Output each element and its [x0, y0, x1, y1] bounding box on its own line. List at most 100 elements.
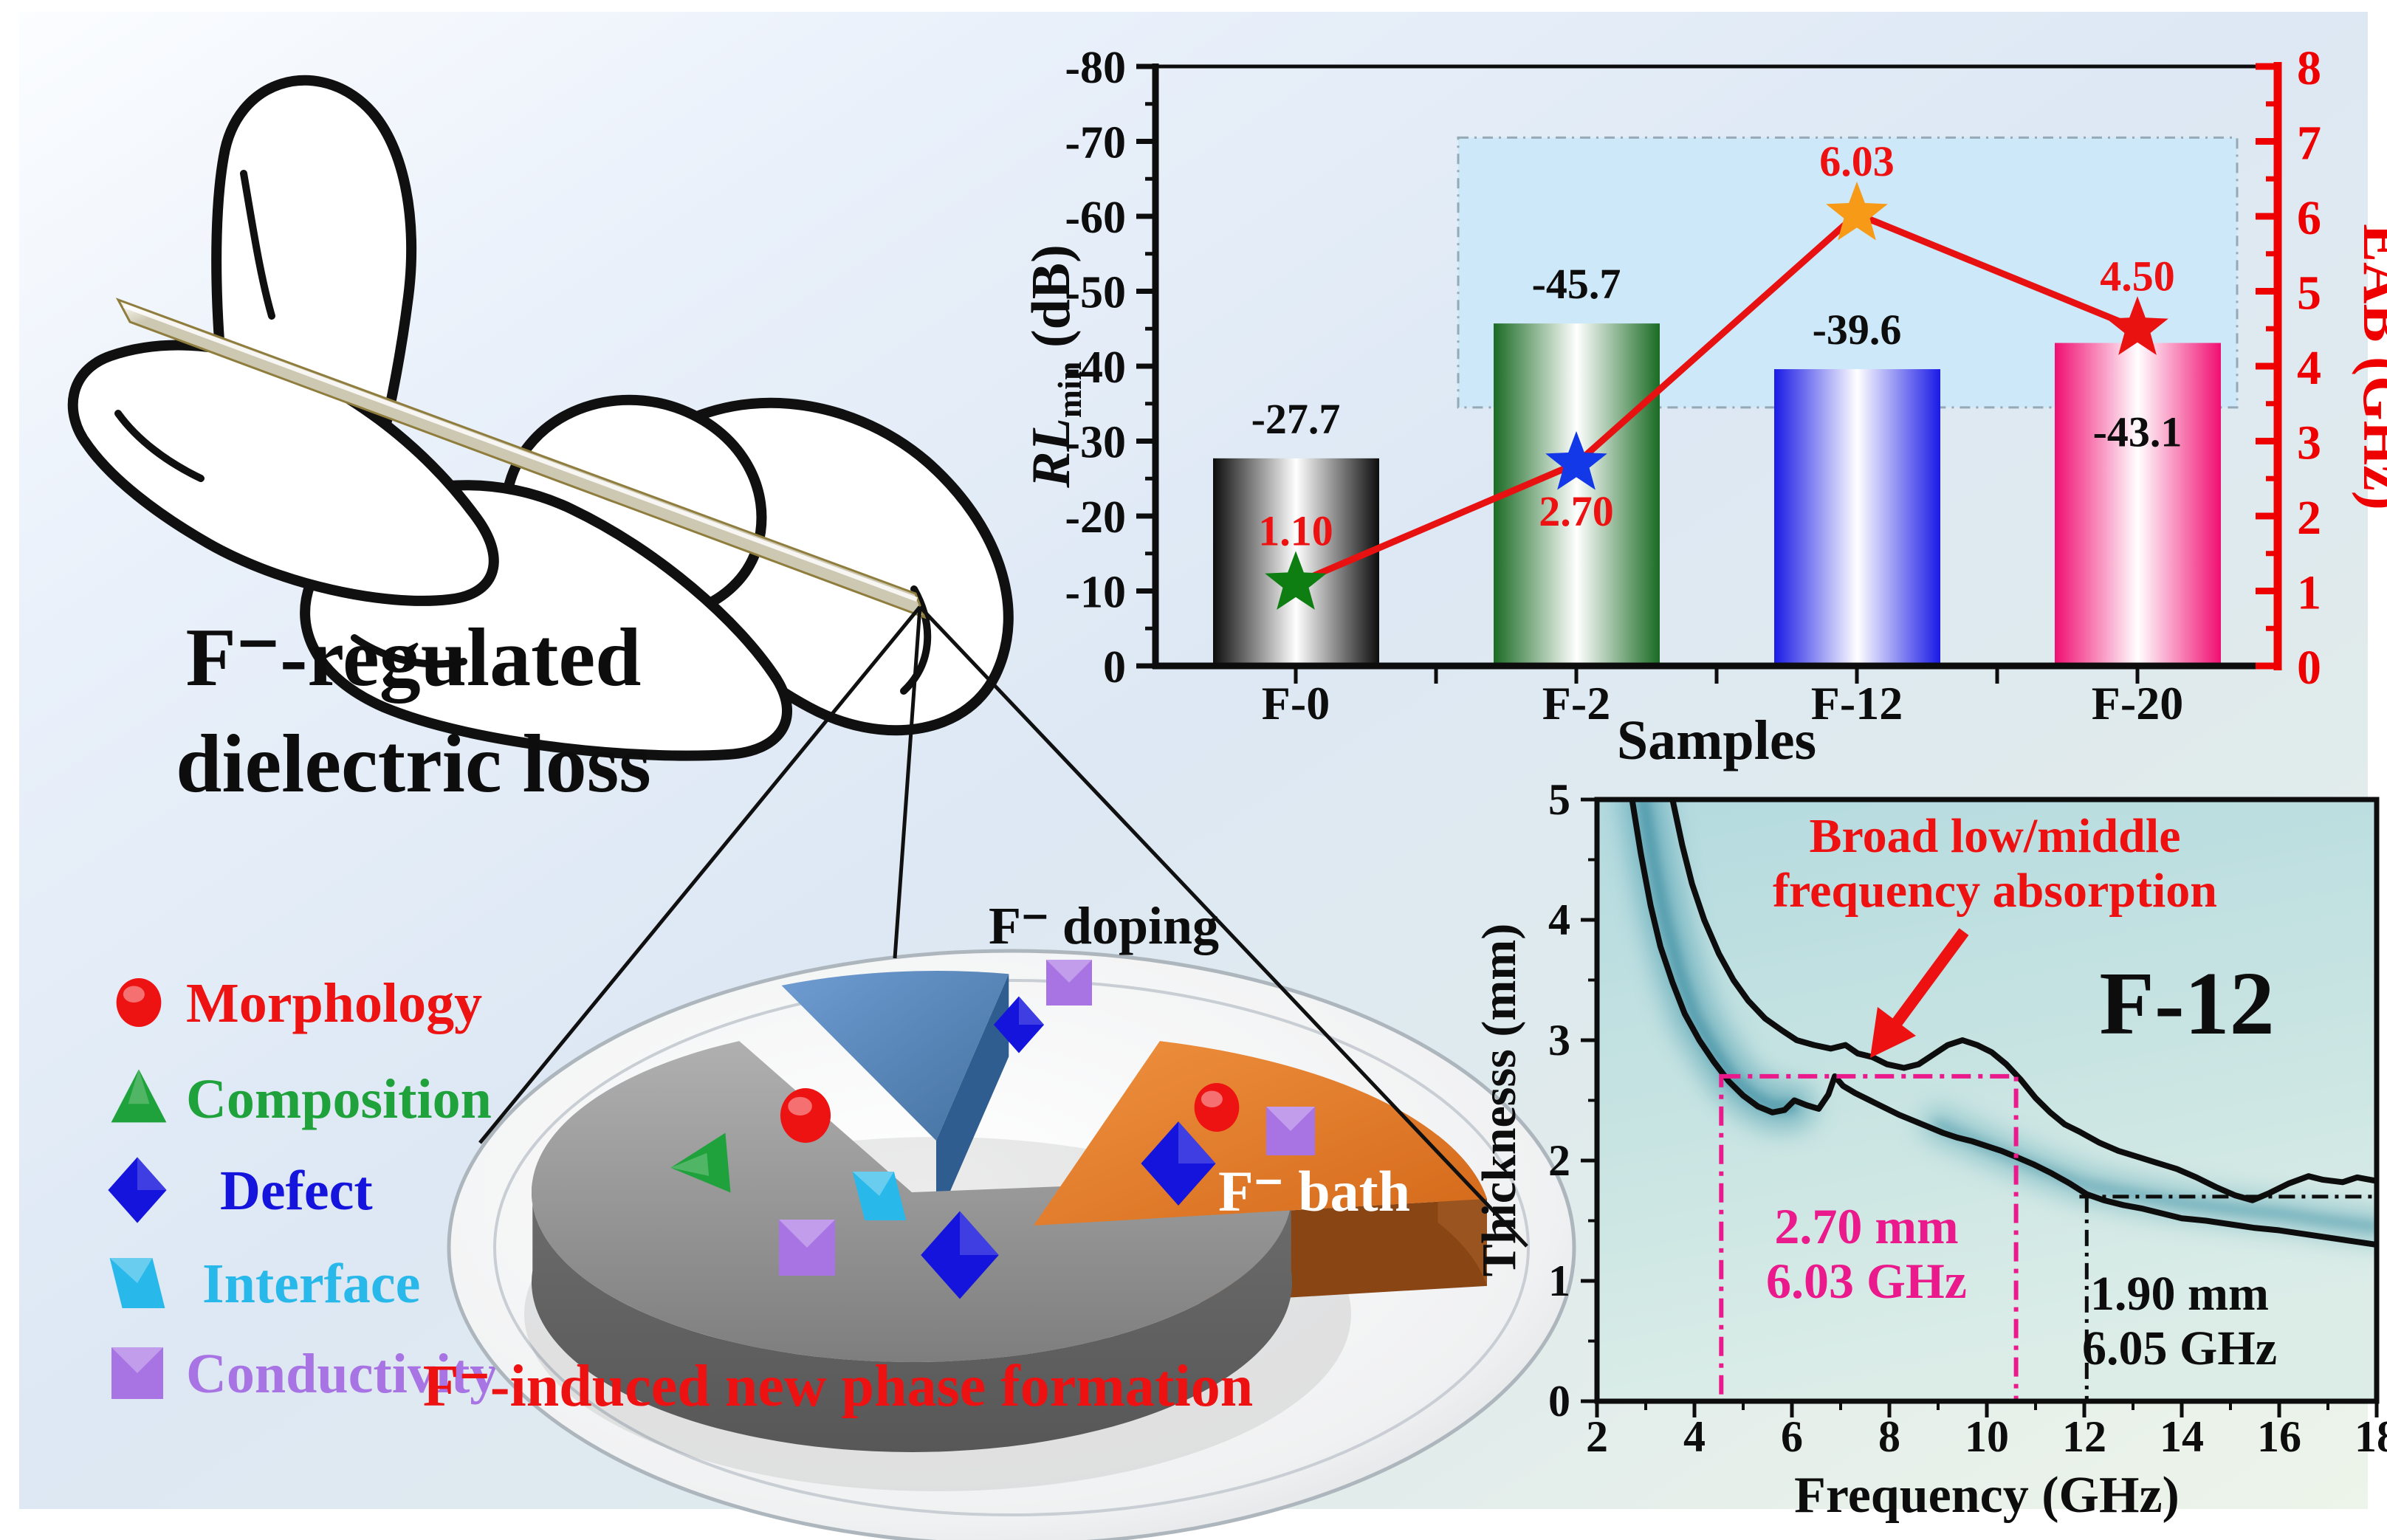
- thickness-tick-label: 1: [1548, 1257, 1570, 1305]
- pie-labels: F⁻ doping F⁻ bath F⁻-induced new phase f…: [423, 896, 1410, 1419]
- thickness-tick-label: 0: [1548, 1377, 1570, 1426]
- contour-inset-label: F-12: [2099, 954, 2274, 1053]
- contour-chart-labels: Frequency (GHz) Thicknesss (mm) F-12 Bro…: [1472, 809, 2277, 1524]
- pie-label-bath: F⁻ bath: [1218, 1159, 1410, 1223]
- new-phase-slice-top: [531, 1041, 1292, 1362]
- thickness-tick-label: 2: [1548, 1136, 1570, 1185]
- legend-label-interface: Interface: [202, 1253, 420, 1315]
- doping-slice-top: [781, 971, 1009, 1141]
- left-tick-label: -80: [1065, 43, 1126, 93]
- contour-map-chart: 24681012141618012345: [1548, 775, 2387, 1461]
- left-axis-title-unit: (dB): [1021, 244, 1082, 361]
- right-tick-label: 2: [2297, 491, 2321, 545]
- diamond-marker-icon: [921, 1211, 999, 1299]
- thickness-tick-label: 3: [1548, 1016, 1570, 1065]
- parallelogram-marker-icon: [852, 1172, 907, 1220]
- magenta-guide-box: [1719, 1073, 2019, 1404]
- balance-string: [918, 605, 1528, 1248]
- contour-yaxis-title: Thicknesss (mm): [1472, 924, 1526, 1277]
- freq-tick-label: 2: [1586, 1412, 1608, 1461]
- bath-slice-top: [1034, 1041, 1487, 1226]
- freq-tick-label: 6: [1781, 1412, 1803, 1461]
- left-tick-label: -70: [1065, 118, 1126, 168]
- annotation-magenta-line1: 2.70 mm: [1774, 1198, 1958, 1254]
- balance-string: [478, 605, 921, 1144]
- annotation-broad-line2: frequency absorption: [1773, 864, 2217, 918]
- circle-marker-icon: [116, 978, 162, 1027]
- hand-crease: [240, 170, 275, 320]
- pie-chart-3d: [447, 949, 1576, 1540]
- thickness-tick-label: 5: [1548, 775, 1570, 824]
- annotation-arrow-shaft: [1890, 928, 1969, 1028]
- balance-string: [893, 606, 922, 959]
- eab-star-marker: [1545, 430, 1607, 490]
- right-tick-label: 5: [2297, 267, 2321, 320]
- square-marker-icon: [1046, 960, 1092, 1006]
- hand-crease: [351, 634, 467, 668]
- doping-slice-side: [936, 974, 1009, 1223]
- pie-label-doping: F⁻ doping: [989, 896, 1219, 955]
- freq-tick-label: 10: [1965, 1412, 2009, 1461]
- left-axis-title-sub: min: [1051, 362, 1088, 419]
- bar-line-chart: -80 -70 -60 -50 -40 -30 -20 -10 0 0 1 2 3 4 5 6 7 8 F-0 F-2…: [1065, 41, 2321, 729]
- legend-label-morphology: Morphology: [186, 972, 482, 1034]
- diamond-marker-icon: [108, 1157, 167, 1223]
- hand-crease: [900, 585, 932, 695]
- title-line-2: dielectric loss: [176, 718, 651, 810]
- freq-tick-label: 8: [1878, 1412, 1900, 1461]
- main-title: F⁻-regulated dielectric loss: [176, 612, 651, 810]
- annotation-magenta-line2: 6.03 GHz: [1766, 1253, 1967, 1309]
- right-tick-label: 8: [2297, 41, 2321, 95]
- left-tick-label: -30: [1065, 418, 1126, 468]
- freq-tick-label: 16: [2257, 1412, 2301, 1461]
- bar-value-label: -43.1: [2093, 408, 2182, 456]
- legend: Morphology Composition Defect Interface …: [108, 972, 498, 1405]
- eab-value-label: 1.10: [1258, 506, 1333, 554]
- eab-star-marker: [1265, 551, 1327, 610]
- triangle-marker-icon: [111, 1069, 167, 1123]
- eab-value-label: 6.03: [1819, 137, 1895, 185]
- contour-xaxis-title: Frequency (GHz): [1794, 1467, 2180, 1524]
- annotation-black-line1: 1.90 mm: [2090, 1267, 2269, 1321]
- square-marker-icon: [779, 1220, 835, 1276]
- left-tick-label: -20: [1065, 492, 1126, 543]
- right-tick-label: 3: [2297, 416, 2321, 470]
- parallelogram-marker-icon: [109, 1258, 165, 1308]
- left-axis-title: RLmin (dB): [1021, 244, 1088, 489]
- right-tick-label: 7: [2297, 117, 2321, 171]
- hand-crease: [114, 410, 205, 482]
- left-tick-label: 0: [1103, 642, 1126, 692]
- bar-value-label: -45.7: [1532, 260, 1621, 308]
- left-tick-label: -50: [1065, 268, 1126, 318]
- bar-value-label: -27.7: [1251, 395, 1341, 443]
- right-tick-label: 4: [2297, 341, 2321, 395]
- circle-marker-icon: [1194, 1083, 1240, 1132]
- annotation-broad-line1: Broad low/middle: [1809, 809, 2180, 863]
- glove-hand-with-stick-illustration: [67, 75, 1014, 761]
- circle-marker-icon: [780, 1088, 831, 1143]
- thickness-tick-label: 4: [1548, 896, 1570, 944]
- left-axis-title-rl: RL: [1021, 418, 1082, 489]
- bar-F-20: [2055, 343, 2221, 666]
- stick-highlight: [123, 303, 918, 602]
- category-label: F-0: [1262, 677, 1330, 729]
- rl10-contour-upper: [1669, 800, 2377, 1203]
- bar-value-label: -39.6: [1813, 306, 1902, 354]
- left-tick-label: -60: [1065, 193, 1126, 243]
- bar-F-2: [1494, 323, 1660, 666]
- square-marker-icon: [1266, 1107, 1315, 1155]
- bar-xaxis-title: Samples: [1617, 709, 1816, 771]
- eab-line: [1294, 210, 2139, 587]
- square-marker-icon: [111, 1347, 163, 1399]
- legend-label-conductivity: Conductivity: [186, 1343, 498, 1405]
- freq-tick-label: 18: [2355, 1412, 2387, 1461]
- category-label: F-12: [1811, 677, 1903, 729]
- pie-label-new-phase: F⁻-induced new phase formation: [423, 1354, 1254, 1419]
- hand-front-finger: [67, 340, 499, 606]
- annotation-black-line2: 6.05 GHz: [2082, 1321, 2277, 1375]
- eab-star-marker: [1826, 181, 1888, 241]
- right-tick-label: 6: [2297, 191, 2321, 245]
- legend-label-composition: Composition: [186, 1068, 492, 1130]
